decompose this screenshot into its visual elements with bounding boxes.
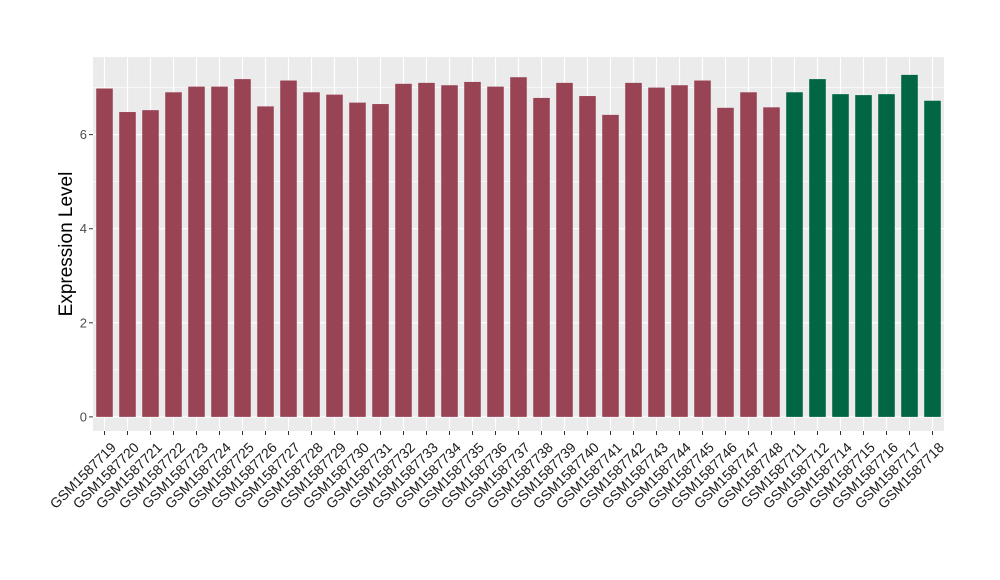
bar (579, 96, 596, 417)
y-tick-label: 4 (80, 221, 87, 236)
bar (303, 92, 320, 417)
x-axis: GSM1587719GSM1587720GSM1587721GSM1587722… (47, 431, 947, 512)
bar (119, 112, 136, 417)
bar (257, 106, 274, 417)
bar (786, 92, 803, 417)
bar (901, 74, 918, 417)
bar (372, 104, 389, 417)
bar (832, 94, 849, 417)
bar (395, 83, 412, 417)
y-tick-label: 6 (80, 127, 87, 142)
bar (740, 92, 757, 417)
bar (625, 82, 642, 417)
bar (717, 107, 734, 417)
y-tick-label: 0 (80, 409, 87, 424)
y-axis-title: Expression Level (56, 172, 77, 317)
bar (809, 79, 826, 417)
bar (165, 92, 182, 417)
bar (234, 79, 251, 417)
bar (648, 87, 665, 417)
bar (556, 82, 573, 417)
bar (533, 97, 550, 417)
bar (924, 100, 941, 417)
y-axis: 0 2 4 6 (80, 127, 93, 424)
bar (418, 82, 435, 417)
bar (855, 95, 872, 417)
bar (763, 107, 780, 417)
bar (878, 94, 895, 417)
bar (694, 80, 711, 417)
bar (487, 86, 504, 417)
bar (280, 80, 297, 417)
bars (96, 74, 941, 417)
bar (188, 86, 205, 417)
bar (510, 77, 527, 417)
bar (464, 81, 481, 417)
bar (671, 85, 688, 417)
bar (441, 85, 458, 417)
bar (349, 102, 366, 417)
bar (602, 114, 619, 417)
bar (96, 88, 113, 417)
y-tick-label: 2 (80, 315, 87, 330)
bar (326, 94, 343, 417)
bar (142, 110, 159, 417)
bar (211, 86, 228, 417)
